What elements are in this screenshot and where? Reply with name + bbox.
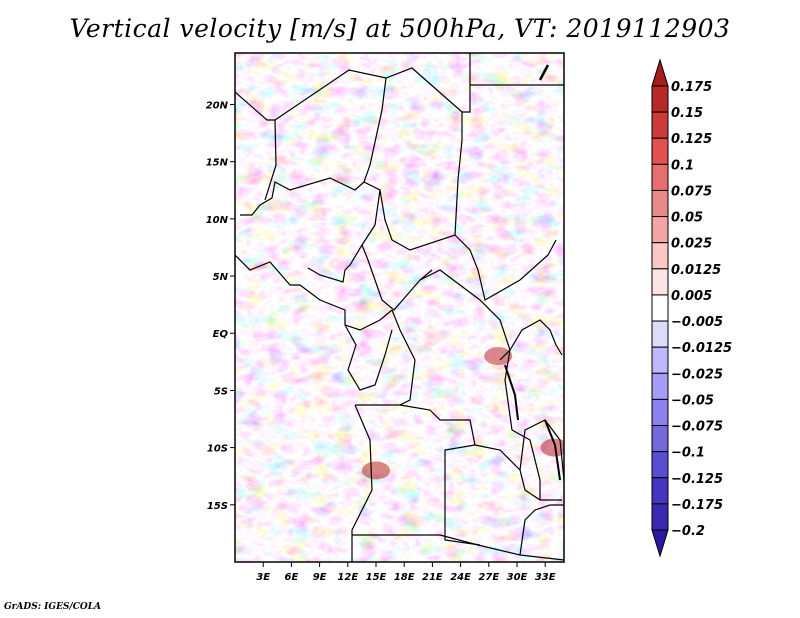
updraft-feature [362,461,390,480]
colorbar-box [651,242,669,270]
colorbar-box [651,320,669,348]
chart-title: Vertical velocity [m/s] at 500hPa, VT: 2… [69,14,731,43]
colorbar-box [651,425,669,453]
colorbar-label: 0.075 [671,184,712,199]
colorbar-box [651,398,669,427]
colorbar-label: 0.0125 [671,263,721,278]
x-tick-label: 27E [478,572,499,583]
colorbar-box [651,137,669,165]
border-path [264,119,277,201]
y-axis: 20N 15N 10N 5N EQ 5S 10S 15S [206,100,235,512]
border-path [240,77,387,216]
x-tick-label: 3E [256,572,270,583]
border-path [538,64,550,81]
colorbar-box [651,503,669,531]
x-tick-label: 15E [366,572,387,583]
colorbar-label: −0.025 [671,367,723,382]
border-path [235,67,564,121]
colorbar-box [651,85,669,113]
x-tick-label: 6E [285,572,299,583]
map-frame [234,52,565,563]
colorbar-box [651,294,669,322]
colorbar-extend-min [651,529,669,558]
colorbar-label: −0.175 [671,498,723,513]
colorbar-label: −0.0125 [671,341,732,356]
y-tick-label: 5N [213,272,229,283]
x-tick-label: 9E [313,572,327,583]
colorbar-box [651,477,669,505]
x-tick-label: 24E [450,572,471,583]
colorbar-box [651,372,669,400]
colorbar-label: 0.025 [671,237,712,252]
colorbar-label: 0.1 [671,158,694,173]
border-path [379,189,557,301]
border-path [419,269,541,500]
x-axis: 3E 6E 9E 12E 15E 18E 21E 24E 27E 30E 33E [256,562,556,583]
updraft-feature [484,347,513,366]
y-tick-label: 10N [206,215,229,226]
colorbar-box [651,346,669,374]
y-tick-label: 15S [207,501,228,512]
colorbar-label: −0.075 [671,420,723,435]
y-tick-label: 10S [207,444,228,455]
x-tick-label: 30E [507,572,528,583]
colorbar-label: 0.175 [671,80,712,95]
y-tick-label: 15N [206,158,229,169]
colorbar-label: 0.005 [671,289,712,304]
y-tick-label: 20N [206,100,229,111]
colorbar-label: 0.05 [671,211,703,226]
border-path [504,364,519,421]
colorbar-label: 0.15 [671,106,703,121]
colorbar-label: −0.05 [671,393,714,408]
border-path [344,324,393,391]
colorbar-box [651,451,669,479]
border-path [544,419,561,481]
colorbar-extend-max [651,58,669,87]
colorbar-label: −0.125 [671,472,723,487]
colorbar-box [651,111,669,139]
x-tick-label: 18E [394,572,415,583]
colorbar-box [651,189,669,218]
colorbar-box [651,163,669,191]
updraft-feature [540,438,564,457]
border-path [519,504,564,556]
vertical-velocity-field [235,53,564,562]
country-borders [235,53,564,562]
y-tick-label: 5S [214,386,228,397]
field-shading [235,53,564,562]
grads-credit: GrADS: IGES/COLA [4,602,102,612]
colorbar: 0.175 0.15 0.125 0.1 0.075 0.05 0.025 0.0125 0.0… [651,58,732,558]
colorbar-label: −0.1 [671,446,705,461]
colorbar-label: −0.2 [671,524,705,539]
colorbar-label: 0.125 [671,132,712,147]
border-path [352,534,564,561]
y-tick-label: EQ [213,329,229,340]
border-path [399,404,481,546]
x-tick-label: 33E [535,572,556,583]
border-path [307,181,381,283]
border-path [454,112,463,236]
colorbar-box [651,216,669,244]
colorbar-label: −0.005 [671,315,723,330]
border-path [351,404,373,562]
x-tick-label: 12E [337,572,358,583]
colorbar-box [651,268,669,296]
border-path [474,444,562,501]
border-path [235,254,300,286]
border-path [355,309,416,406]
x-tick-label: 21E [422,572,443,583]
